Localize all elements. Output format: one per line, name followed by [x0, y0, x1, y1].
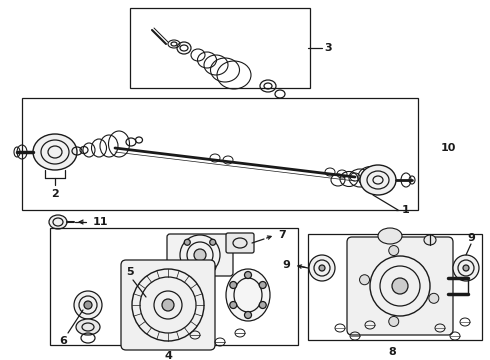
- Text: 3: 3: [324, 43, 332, 53]
- Ellipse shape: [210, 239, 216, 245]
- Ellipse shape: [360, 275, 369, 285]
- Text: 6: 6: [59, 336, 67, 346]
- Ellipse shape: [184, 239, 190, 245]
- Ellipse shape: [84, 301, 92, 309]
- FancyBboxPatch shape: [121, 260, 215, 350]
- Ellipse shape: [378, 228, 402, 244]
- Ellipse shape: [429, 293, 439, 303]
- FancyBboxPatch shape: [167, 234, 233, 276]
- Ellipse shape: [319, 265, 325, 271]
- Bar: [130, 8, 310, 88]
- Ellipse shape: [259, 302, 266, 309]
- Text: 7: 7: [278, 230, 286, 240]
- Ellipse shape: [309, 255, 335, 281]
- Ellipse shape: [389, 246, 399, 256]
- Ellipse shape: [49, 215, 67, 229]
- Ellipse shape: [210, 265, 216, 271]
- Text: 4: 4: [164, 351, 172, 360]
- Ellipse shape: [162, 299, 174, 311]
- Ellipse shape: [463, 265, 469, 271]
- Bar: [308, 234, 482, 340]
- Ellipse shape: [74, 291, 102, 319]
- FancyBboxPatch shape: [226, 233, 254, 253]
- Text: 9: 9: [282, 260, 290, 270]
- Ellipse shape: [245, 311, 251, 319]
- Ellipse shape: [360, 165, 396, 195]
- Ellipse shape: [245, 271, 251, 279]
- Ellipse shape: [33, 134, 77, 170]
- Bar: [50, 228, 298, 345]
- Text: 11: 11: [92, 217, 108, 227]
- Text: 1: 1: [402, 205, 410, 215]
- Ellipse shape: [184, 265, 190, 271]
- Ellipse shape: [424, 235, 436, 245]
- Ellipse shape: [392, 278, 408, 294]
- Ellipse shape: [226, 269, 270, 321]
- Text: 9: 9: [467, 233, 475, 243]
- Ellipse shape: [230, 282, 237, 288]
- Ellipse shape: [389, 316, 399, 327]
- Text: 10: 10: [441, 143, 456, 153]
- Ellipse shape: [453, 255, 479, 281]
- FancyBboxPatch shape: [347, 237, 453, 335]
- Text: 5: 5: [126, 267, 134, 277]
- Bar: [22, 98, 418, 210]
- Ellipse shape: [76, 319, 100, 335]
- Ellipse shape: [259, 282, 266, 288]
- Text: 2: 2: [51, 189, 59, 199]
- Ellipse shape: [230, 302, 237, 309]
- Text: 8: 8: [388, 347, 396, 357]
- Ellipse shape: [194, 249, 206, 261]
